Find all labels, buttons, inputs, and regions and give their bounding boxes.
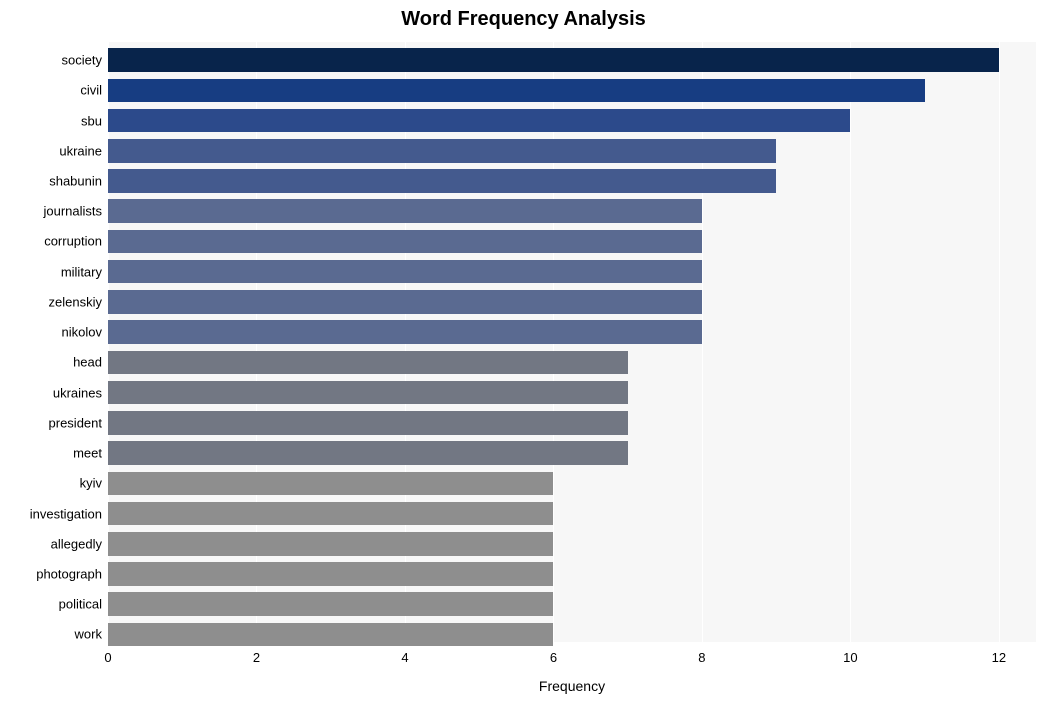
bar (108, 441, 628, 465)
y-tick-label: nikolov (62, 325, 108, 340)
y-tick-label: work (75, 627, 108, 642)
plot-area: Frequency 024681012societycivilsbuukrain… (108, 42, 1036, 642)
bar (108, 502, 553, 526)
bar (108, 562, 553, 586)
bar (108, 381, 628, 405)
y-tick-label: investigation (30, 506, 108, 521)
bar (108, 48, 999, 72)
bar (108, 472, 553, 496)
y-tick-label: head (73, 355, 108, 370)
bar (108, 260, 702, 284)
x-tick-label: 8 (698, 642, 705, 665)
bar (108, 230, 702, 254)
bar (108, 351, 628, 375)
x-axis-title: Frequency (539, 678, 605, 694)
y-tick-label: society (62, 53, 108, 68)
bar (108, 109, 850, 133)
bar (108, 139, 776, 163)
y-tick-label: corruption (44, 234, 108, 249)
bar (108, 320, 702, 344)
grid-line (850, 42, 851, 642)
grid-line (999, 42, 1000, 642)
y-tick-label: military (61, 264, 108, 279)
y-tick-label: civil (80, 83, 108, 98)
y-tick-label: ukraines (53, 385, 108, 400)
bar (108, 592, 553, 616)
y-tick-label: shabunin (49, 174, 108, 189)
x-tick-label: 10 (843, 642, 857, 665)
bar (108, 532, 553, 556)
y-tick-label: political (59, 597, 108, 612)
y-tick-label: photograph (36, 566, 108, 581)
bar (108, 169, 776, 193)
x-tick-label: 12 (992, 642, 1006, 665)
bar (108, 623, 553, 647)
y-tick-label: meet (73, 446, 108, 461)
bar (108, 411, 628, 435)
word-frequency-chart: Word Frequency Analysis Frequency 024681… (0, 0, 1047, 701)
y-tick-label: journalists (43, 204, 108, 219)
y-tick-label: kyiv (80, 476, 108, 491)
y-tick-label: ukraine (59, 143, 108, 158)
y-tick-label: allegedly (51, 536, 108, 551)
y-tick-label: zelenskiy (49, 294, 108, 309)
bar (108, 199, 702, 223)
bar (108, 79, 925, 103)
y-tick-label: sbu (81, 113, 108, 128)
chart-title: Word Frequency Analysis (0, 8, 1047, 31)
bar (108, 290, 702, 314)
y-tick-label: president (49, 415, 108, 430)
